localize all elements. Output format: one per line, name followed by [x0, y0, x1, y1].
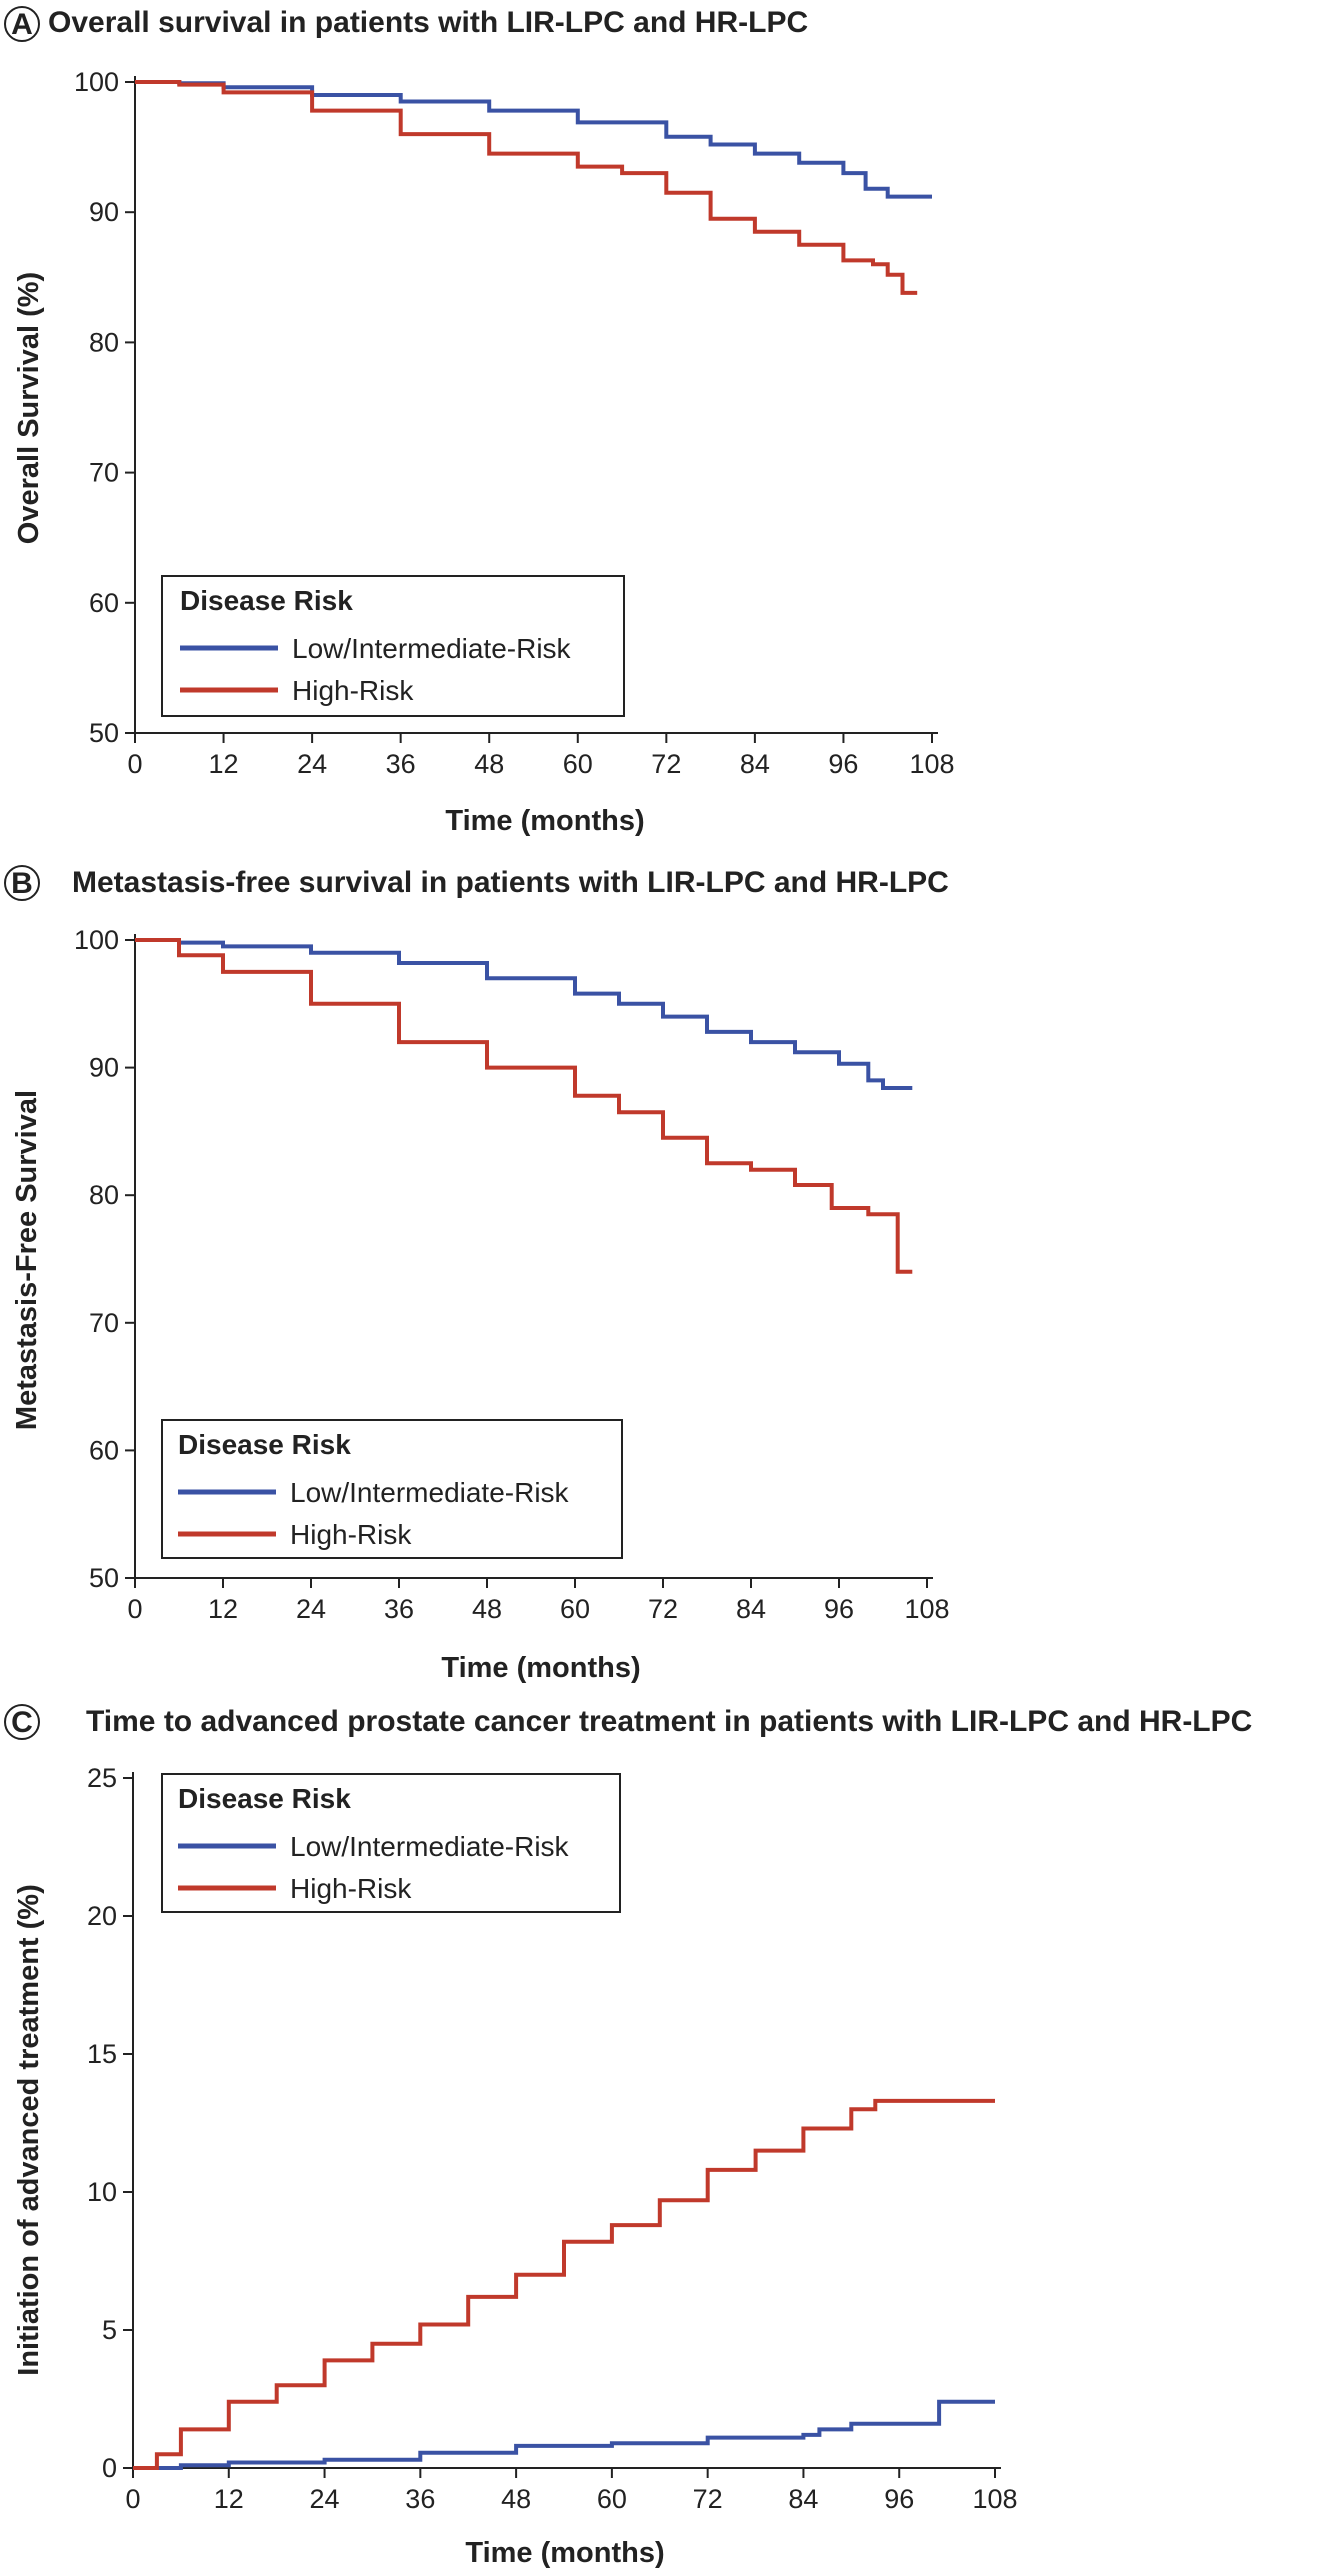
panel-b-x-tick-label: 60	[560, 1594, 590, 1624]
panel-a-x-tick-label: 72	[651, 749, 681, 779]
panel-b-x-tick-label: 36	[384, 1594, 414, 1624]
panel-c-x-tick-label: 84	[788, 2484, 818, 2514]
panel-b-legend: Disease Risk Low/Intermediate-Risk High-…	[161, 1419, 623, 1559]
panel-b-x-tick-label: 0	[127, 1594, 142, 1624]
panel-a-legend-title: Disease Risk	[180, 585, 353, 616]
panel-a-plot-area: 0 12 24 36 48 60 72 84 96 108 50 60 70 80 90 100	[74, 67, 955, 779]
panel-a-x-tick-label: 84	[740, 749, 770, 779]
panel-a-x-tick-label: 0	[127, 749, 142, 779]
panel-b-series-low-intermediate-risk	[135, 938, 913, 1090]
panel-b-y-tick-label: 60	[89, 1435, 119, 1465]
panel-c-y-tick-label: 0	[102, 2453, 117, 2483]
panel-b-y-tick-label: 50	[89, 1563, 119, 1593]
panel-a-series-low-intermediate-risk	[135, 80, 932, 199]
panel-b-legend-label-high-risk: High-Risk	[290, 1519, 412, 1550]
panel-b-series-high-risk	[135, 938, 913, 1274]
panel-a-x-tick-label: 36	[386, 749, 416, 779]
panel-c-x-tick-label: 24	[310, 2484, 340, 2514]
panel-c-x-tick-label: 60	[597, 2484, 627, 2514]
panel-b-letter: B	[11, 867, 33, 900]
panel-c-y-tick-label: 10	[87, 2177, 117, 2207]
panel-a-y-tick-label: 50	[89, 718, 119, 748]
panel-a-series-high-risk	[135, 80, 918, 295]
panel-b-y-tick-label: 80	[89, 1180, 119, 1210]
panel-a-legend-label-low-intermediate: Low/Intermediate-Risk	[292, 633, 572, 664]
panel-a-y-tick-label: 90	[89, 197, 119, 227]
panel-c-letter-circle	[4, 1704, 40, 1740]
panel-c: C Time to advanced prostate cancer treat…	[4, 1704, 1252, 2569]
panel-a-x-tick-label: 24	[297, 749, 327, 779]
panel-c-x-tick-label: 36	[405, 2484, 435, 2514]
panel-a-y-axis-label: Overall Survival (%)	[13, 272, 45, 544]
panel-c-y-tick-label: 20	[87, 1901, 117, 1931]
panel-a-y-tick-label: 60	[89, 588, 119, 618]
panel-b-y-tick-label: 90	[89, 1053, 119, 1083]
panel-c-legend: Disease Risk Low/Intermediate-Risk High-…	[161, 1773, 621, 1913]
panel-b-x-tick-label: 24	[296, 1594, 326, 1624]
panel-c-y-axis-label: Initiation of advanced treatment (%)	[13, 1884, 45, 2375]
panel-c-x-tick-label: 96	[884, 2484, 914, 2514]
panel-c-x-tick-label: 108	[972, 2484, 1017, 2514]
panel-c-y-tick-label: 25	[87, 1763, 117, 1793]
panel-c-legend-label-high-risk: High-Risk	[290, 1873, 412, 1904]
panel-a-legend: Disease Risk Low/Intermediate-Risk High-…	[161, 575, 625, 717]
panel-b-x-tick-label: 96	[824, 1594, 854, 1624]
panel-a-x-axis-label: Time (months)	[445, 805, 644, 837]
panel-b-x-tick-label: 72	[648, 1594, 678, 1624]
panel-a-y-tick-label: 70	[89, 458, 119, 488]
panel-b-plot-area: 0 12 24 36 48 60 72 84 96 108 50 60 70 80 90 100	[74, 925, 950, 1624]
panel-b-letter-circle	[4, 865, 40, 901]
panel-b-y-axis-label: Metastasis-Free Survival	[11, 1090, 43, 1430]
panel-c-legend-title: Disease Risk	[178, 1783, 351, 1814]
panel-a-letter: A	[11, 8, 33, 41]
panel-a-title: Overall survival in patients with LIR-LP…	[48, 6, 808, 39]
panel-c-y-tick-label: 15	[87, 2039, 117, 2069]
panel-a-letter-circle	[4, 6, 40, 42]
panel-b-x-axis-label: Time (months)	[441, 1652, 640, 1684]
panel-a-y-tick-label: 100	[74, 67, 119, 97]
panel-c-legend-label-low-intermediate: Low/Intermediate-Risk	[290, 1831, 570, 1862]
panel-c-x-tick-label: 48	[501, 2484, 531, 2514]
panel-b-y-tick-label: 100	[74, 925, 119, 955]
panel-b-x-tick-label: 48	[472, 1594, 502, 1624]
panel-a-x-tick-label: 96	[828, 749, 858, 779]
panel-b-title: Metastasis-free survival in patients wit…	[72, 866, 949, 899]
panel-b-legend-label-low-intermediate: Low/Intermediate-Risk	[290, 1477, 570, 1508]
panel-c-letter: C	[11, 1706, 33, 1739]
panel-c-title: Time to advanced prostate cancer treatme…	[86, 1705, 1252, 1738]
panel-c-plot-area: 0 12 24 36 48 60 72 84 96 108 0 5 10 15 20 25	[87, 1763, 1018, 2514]
panel-c-series-high-risk	[133, 2098, 995, 2470]
panel-a: A Overall survival in patients with LIR-…	[4, 6, 955, 837]
panel-a-legend-label-high-risk: High-Risk	[292, 675, 414, 706]
panel-c-x-tick-label: 0	[125, 2484, 140, 2514]
panel-c-y-tick-label: 5	[102, 2315, 117, 2345]
panel-c-x-axis-label: Time (months)	[465, 2537, 664, 2569]
panel-b-x-tick-label: 108	[904, 1594, 949, 1624]
panel-b-y-tick-label: 70	[89, 1308, 119, 1338]
panel-b-legend-title: Disease Risk	[178, 1429, 351, 1460]
panel-c-x-tick-label: 72	[693, 2484, 723, 2514]
panel-b: B Metastasis-free survival in patients w…	[4, 865, 950, 1684]
panel-a-x-tick-label: 108	[909, 749, 954, 779]
panel-a-y-tick-label: 80	[89, 327, 119, 357]
panel-b-x-tick-label: 12	[208, 1594, 238, 1624]
panel-c-series-low-intermediate-risk	[133, 2399, 995, 2470]
panel-a-x-tick-label: 48	[474, 749, 504, 779]
panel-c-x-tick-label: 12	[214, 2484, 244, 2514]
panel-a-x-tick-label: 12	[209, 749, 239, 779]
panel-b-x-tick-label: 84	[736, 1594, 766, 1624]
panel-a-x-tick-label: 60	[563, 749, 593, 779]
